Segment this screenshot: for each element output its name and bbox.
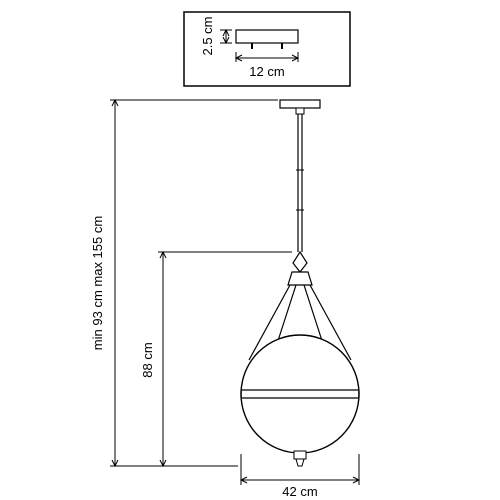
total-height-label: min 93 cm max 155 cm <box>90 216 105 350</box>
body-height-label: 88 cm <box>140 342 155 377</box>
canopy-height-label: 2.5 cm <box>200 16 215 55</box>
canopy-width-label: 12 cm <box>249 64 284 79</box>
ceiling-canopy <box>280 100 320 108</box>
globe <box>241 335 359 453</box>
canopy-inset: 12 cm 2.5 cm <box>184 12 350 86</box>
lamp-drawing <box>241 100 359 466</box>
width-label: 42 cm <box>282 484 317 499</box>
